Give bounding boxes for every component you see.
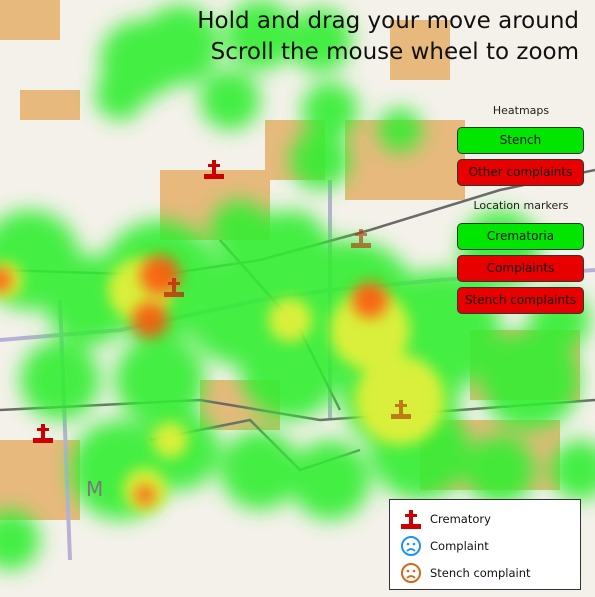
crematory-marker[interactable] xyxy=(351,229,371,248)
map-legend: Crematory Complaint Stench complaint xyxy=(389,499,581,590)
instruction-drag: Hold and drag your move around xyxy=(197,8,579,34)
legend-label-stench-complaint: Stench complaint xyxy=(430,566,531,580)
legend-label-crematory: Crematory xyxy=(430,512,491,526)
crematory-marker[interactable] xyxy=(204,160,224,179)
stench-heatmap-button[interactable]: Stench xyxy=(457,127,584,154)
other-complaints-heatmap-button[interactable]: Other complaints xyxy=(457,159,584,186)
crematory-marker[interactable] xyxy=(391,400,411,419)
stench-heatmap xyxy=(0,0,595,570)
grave-cross-icon xyxy=(401,510,421,529)
location-markers-label: Location markers xyxy=(473,199,569,212)
crematory-marker[interactable] xyxy=(164,278,184,297)
stench-complaints-markers-button[interactable]: Stench complaints xyxy=(457,287,584,314)
crematoria-markers-button[interactable]: Crematoria xyxy=(457,223,584,250)
legend-row-complaint: Complaint xyxy=(400,534,489,558)
sad-face-icon xyxy=(401,563,421,583)
crematory-marker[interactable] xyxy=(33,424,53,443)
heatmaps-label: Heatmaps xyxy=(492,104,550,117)
legend-row-stench-complaint: Stench complaint xyxy=(400,561,531,585)
sad-face-icon xyxy=(401,536,421,556)
instruction-zoom: Scroll the mouse wheel to zoom xyxy=(210,39,579,65)
map-letter: M xyxy=(86,477,103,501)
legend-row-crematory: Crematory xyxy=(400,507,491,531)
legend-label-complaint: Complaint xyxy=(430,539,489,553)
complaints-markers-button[interactable]: Complaints xyxy=(457,255,584,282)
